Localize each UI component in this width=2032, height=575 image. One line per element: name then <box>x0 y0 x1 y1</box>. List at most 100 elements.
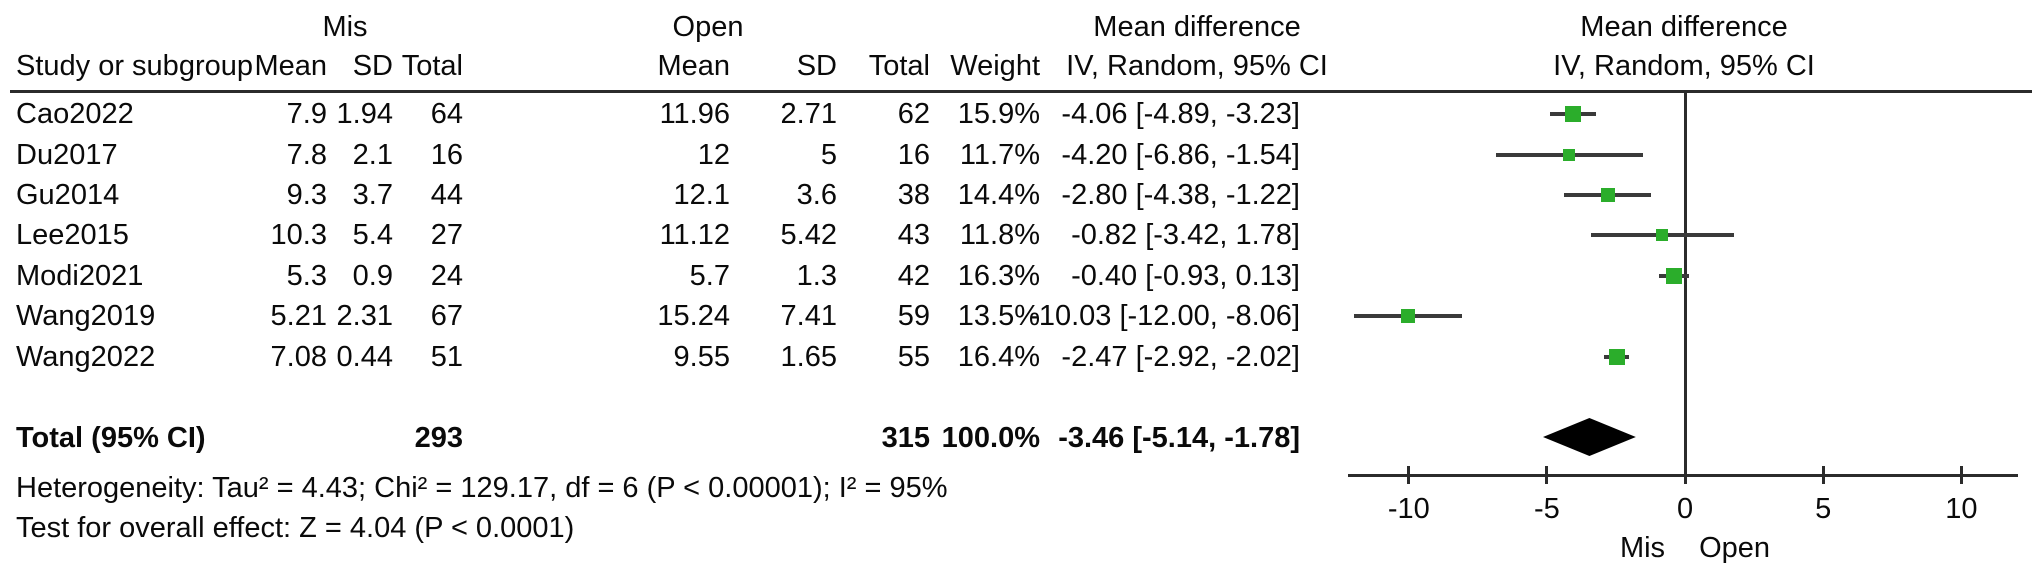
col-header-mis-total: Total <box>401 50 463 82</box>
col-header-open-sd: SD <box>796 50 837 82</box>
axis-tick-label: -5 <box>1534 493 1560 525</box>
md-column-header-line2: IV, Random, 95% CI <box>1066 50 1328 82</box>
effect-marker <box>1563 149 1576 161</box>
cell-open_total: 43 <box>897 219 930 251</box>
cell-mis_sd: 0.9 <box>352 260 393 292</box>
overall-effect-text: Test for overall effect: Z = 4.04 (P < 0… <box>16 512 575 544</box>
total-open-total: 315 <box>881 422 930 454</box>
cell-open_mean: 12.1 <box>673 179 730 211</box>
cell-ci: -4.06 [-4.89, -3.23] <box>1061 98 1300 130</box>
cell-ci: -2.47 [-2.92, -2.02] <box>1061 341 1300 373</box>
cell-weight: 13.5% <box>957 300 1040 332</box>
cell-weight: 16.3% <box>957 260 1040 292</box>
cell-open_total: 42 <box>897 260 930 292</box>
cell-open_sd: 5.42 <box>780 219 837 251</box>
cell-weight: 14.4% <box>957 179 1040 211</box>
effect-marker <box>1600 188 1615 202</box>
cell-weight: 16.4% <box>957 341 1040 373</box>
cell-mis_mean: 7.9 <box>286 98 327 130</box>
group-header-mis: Mis <box>322 11 368 43</box>
cell-open_mean: 12 <box>697 139 730 171</box>
cell-ci: -10.03 [-12.00, -8.06] <box>1029 300 1300 332</box>
cell-mis_sd: 2.31 <box>336 300 393 332</box>
cell-mis_sd: 2.1 <box>352 139 393 171</box>
cell-open_sd: 3.6 <box>796 179 837 211</box>
total-weight: 100.0% <box>941 422 1040 454</box>
cell-open_sd: 1.3 <box>796 260 837 292</box>
plot-header-line2: IV, Random, 95% CI <box>1553 50 1815 82</box>
cell-mis_total: 67 <box>430 300 463 332</box>
axis-tick-label: 0 <box>1676 493 1694 525</box>
effect-marker <box>1400 309 1415 323</box>
heterogeneity-text: Heterogeneity: Tau² = 4.43; Chi² = 129.1… <box>16 472 948 504</box>
cell-study: Du2017 <box>16 139 118 171</box>
cell-open_mean: 15.24 <box>657 300 730 332</box>
cell-weight: 11.8% <box>959 219 1040 251</box>
cell-open_total: 59 <box>897 300 930 332</box>
col-header-weight: Weight <box>950 50 1040 82</box>
col-header-study: Study or subgroup <box>16 50 253 82</box>
cell-study: Modi2021 <box>16 260 144 292</box>
cell-mis_sd: 3.7 <box>352 179 393 211</box>
cell-weight: 11.7% <box>959 139 1040 171</box>
cell-open_mean: 11.12 <box>659 219 730 251</box>
cell-mis_mean: 5.21 <box>270 300 327 332</box>
cell-study: Wang2019 <box>16 300 156 332</box>
cell-open_total: 62 <box>897 98 930 130</box>
axis-tick-label: 5 <box>1815 493 1832 525</box>
cell-open_total: 38 <box>897 179 930 211</box>
cell-study: Cao2022 <box>16 98 134 130</box>
axis-tick-label: -10 <box>1387 493 1430 525</box>
cell-weight: 15.9% <box>957 98 1040 130</box>
pooled-effect-diamond-icon <box>1543 418 1636 456</box>
favours-right-label: Open <box>1699 532 1771 564</box>
cell-mis_sd: 0.44 <box>336 341 393 373</box>
effect-marker <box>1656 229 1669 241</box>
axis-tick <box>1959 466 1963 484</box>
cell-open_total: 55 <box>897 341 930 373</box>
header-rule <box>10 90 2032 93</box>
group-header-open: Open <box>672 11 744 43</box>
total-mis-total: 293 <box>414 422 463 454</box>
cell-mis_sd: 1.94 <box>336 98 393 130</box>
cell-study: Gu2014 <box>16 179 120 211</box>
cell-mis_mean: 7.8 <box>286 139 327 171</box>
cell-mis_total: 24 <box>430 260 463 292</box>
effect-marker <box>1608 349 1625 365</box>
cell-ci: -0.40 [-0.93, 0.13] <box>1071 260 1300 292</box>
axis-tick <box>1683 466 1687 484</box>
cell-ci: -2.80 [-4.38, -1.22] <box>1061 179 1300 211</box>
md-column-header-line1: Mean difference <box>1093 11 1301 43</box>
cell-open_sd: 7.41 <box>780 300 837 332</box>
effect-marker <box>1564 106 1581 122</box>
cell-open_mean: 5.7 <box>689 260 730 292</box>
cell-open_sd: 2.71 <box>780 98 837 130</box>
cell-study: Lee2015 <box>16 219 129 251</box>
cell-mis_sd: 5.4 <box>352 219 393 251</box>
x-axis <box>1348 474 2018 477</box>
col-header-mis-mean: Mean <box>254 50 327 82</box>
cell-ci: -4.20 [-6.86, -1.54] <box>1061 139 1300 171</box>
favours-left-label: Mis <box>1619 532 1666 564</box>
cell-mis_mean: 10.3 <box>270 219 327 251</box>
cell-mis_mean: 7.08 <box>270 341 327 373</box>
cell-mis_total: 16 <box>430 139 463 171</box>
total-row-label: Total (95% CI) <box>16 422 206 454</box>
effect-marker <box>1666 268 1683 284</box>
axis-tick <box>1821 466 1825 484</box>
zero-line <box>1683 93 1687 484</box>
cell-ci: -0.82 [-3.42, 1.78] <box>1071 219 1300 251</box>
col-header-open-mean: Mean <box>657 50 730 82</box>
cell-open_mean: 11.96 <box>659 98 730 130</box>
cell-open_sd: 5 <box>820 139 837 171</box>
axis-tick <box>1407 466 1411 484</box>
cell-mis_total: 64 <box>430 98 463 130</box>
plot-header-line1: Mean difference <box>1580 11 1788 43</box>
axis-tick <box>1545 466 1549 484</box>
cell-mis_total: 27 <box>430 219 463 251</box>
axis-tick-label: 10 <box>1945 493 1978 525</box>
cell-mis_total: 44 <box>430 179 463 211</box>
col-header-mis-sd: SD <box>352 50 393 82</box>
cell-open_mean: 9.55 <box>673 341 730 373</box>
